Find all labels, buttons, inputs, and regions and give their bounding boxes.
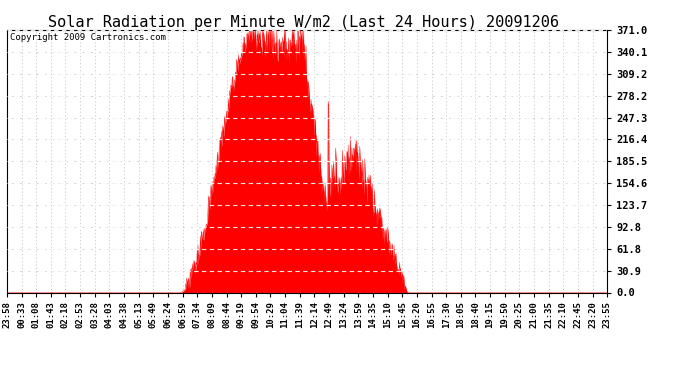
Text: Solar Radiation per Minute W/m2 (Last 24 Hours) 20091206: Solar Radiation per Minute W/m2 (Last 24… — [48, 15, 559, 30]
Text: Copyright 2009 Cartronics.com: Copyright 2009 Cartronics.com — [10, 33, 166, 42]
